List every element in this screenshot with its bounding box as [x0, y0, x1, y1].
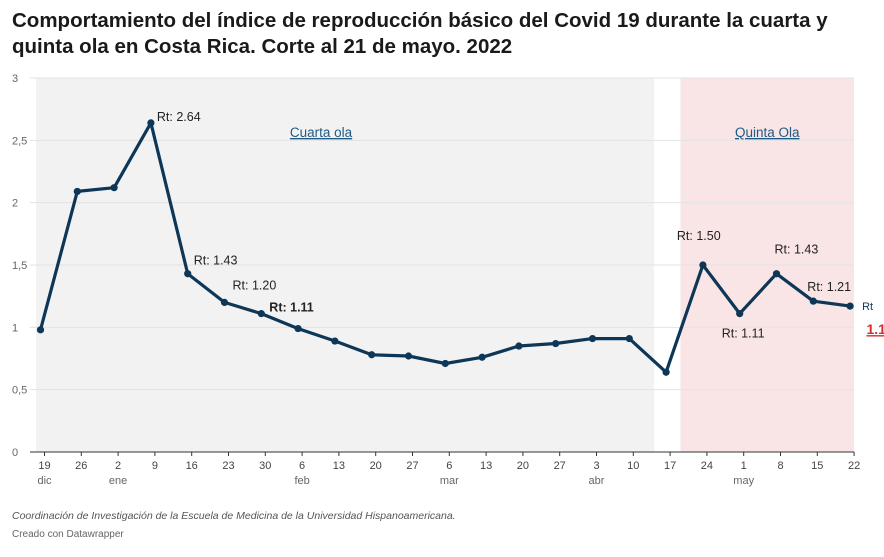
last-point-rt-label: Rt [862, 301, 873, 313]
x-month-label: ene [109, 475, 127, 487]
data-point [809, 297, 817, 305]
x-month-label: dic [37, 475, 52, 487]
data-point [257, 310, 265, 318]
x-month-label: feb [294, 475, 309, 487]
data-annotation: Rt: 2.64 [157, 110, 201, 124]
y-tick-label: 2,5 [12, 135, 27, 147]
x-tick-label: 2 [115, 460, 121, 472]
x-tick-label: 9 [152, 460, 158, 472]
y-tick-label: 3 [12, 73, 18, 85]
data-annotation: Rt: 1.43 [775, 243, 819, 257]
x-tick-label: 30 [259, 460, 271, 472]
y-tick-label: 1,5 [12, 260, 27, 272]
x-tick-label: 6 [446, 460, 452, 472]
x-tick-label: 16 [186, 460, 198, 472]
data-point [147, 119, 155, 127]
x-month-label: may [733, 475, 754, 487]
data-point [404, 352, 413, 360]
wave-label-0: Cuarta ola [290, 125, 353, 140]
chart-title: Comportamiento del índice de reproducció… [12, 9, 828, 58]
x-tick-label: 27 [406, 460, 418, 472]
data-point [73, 187, 81, 196]
data-point [184, 270, 192, 278]
x-tick-label: 10 [627, 460, 639, 472]
y-tick-label: 2 [12, 198, 18, 210]
data-point [846, 302, 854, 310]
x-tick-label: 17 [664, 460, 676, 472]
x-tick-label: 20 [370, 460, 382, 472]
data-point [552, 339, 560, 348]
x-tick-label: 27 [554, 460, 566, 472]
data-annotation: Rt: 1.43 [194, 254, 238, 268]
data-point [588, 334, 597, 343]
data-point [515, 342, 523, 350]
x-tick-label: 13 [480, 460, 492, 472]
x-month-label: mar [440, 475, 459, 487]
x-tick-label: 15 [811, 460, 823, 472]
source-note: Coordinación de Investigación de la Escu… [12, 510, 456, 522]
data-point [110, 184, 118, 192]
x-tick-label: 6 [299, 460, 305, 472]
datawrapper-credit: Creado con Datawrapper [12, 529, 124, 540]
last-point-value: 1.17 [866, 321, 884, 337]
data-point [368, 351, 376, 359]
data-annotation: Rt: 1.50 [677, 229, 721, 243]
data-point [625, 334, 633, 343]
x-tick-label: 19 [38, 460, 50, 472]
x-tick-label: 24 [701, 460, 713, 472]
data-point [220, 298, 229, 306]
data-point [478, 353, 486, 361]
y-tick-label: 1 [12, 322, 18, 334]
y-tick-label: 0,5 [12, 385, 27, 397]
data-point [772, 270, 781, 278]
y-tick-label: 0 [12, 447, 18, 459]
data-annotation: Rt: 1.11 [269, 301, 314, 315]
data-point [736, 310, 744, 318]
data-point [662, 368, 670, 376]
x-tick-label: 8 [777, 460, 783, 472]
wave-label-1: Quinta Ola [735, 125, 800, 140]
data-point [331, 337, 339, 345]
data-point [699, 261, 707, 269]
x-tick-label: 1 [741, 460, 747, 472]
x-tick-label: 13 [333, 460, 345, 472]
data-point [36, 326, 45, 334]
data-annotation: Rt: 1.21 [807, 280, 851, 294]
x-tick-label: 23 [222, 460, 234, 472]
data-point [294, 324, 302, 333]
x-tick-label: 26 [75, 460, 87, 472]
data-point [441, 359, 449, 368]
x-tick-label: 22 [848, 460, 860, 472]
x-month-label: abr [589, 475, 605, 487]
x-tick-label: 3 [593, 460, 599, 472]
data-annotation: Rt: 1.11 [722, 327, 765, 341]
x-tick-label: 20 [517, 460, 529, 472]
data-annotation: Rt: 1.20 [233, 278, 277, 292]
